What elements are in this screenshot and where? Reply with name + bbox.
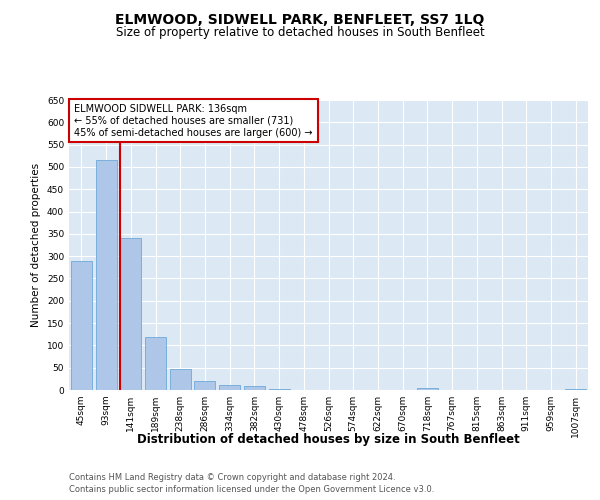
Text: ELMWOOD SIDWELL PARK: 136sqm
← 55% of detached houses are smaller (731)
45% of s: ELMWOOD SIDWELL PARK: 136sqm ← 55% of de… xyxy=(74,104,313,138)
Bar xyxy=(170,370,191,390)
Text: Contains public sector information licensed under the Open Government Licence v3: Contains public sector information licen… xyxy=(69,485,434,494)
Bar xyxy=(244,386,265,390)
Text: Size of property relative to detached houses in South Benfleet: Size of property relative to detached ho… xyxy=(116,26,484,39)
Bar xyxy=(565,388,586,390)
Bar xyxy=(417,388,438,390)
Bar xyxy=(219,384,240,390)
Bar xyxy=(95,160,116,390)
Bar xyxy=(71,260,92,390)
Bar xyxy=(269,388,290,390)
Bar xyxy=(120,238,141,390)
Bar xyxy=(145,338,166,390)
Text: Distribution of detached houses by size in South Benfleet: Distribution of detached houses by size … xyxy=(137,432,520,446)
Y-axis label: Number of detached properties: Number of detached properties xyxy=(31,163,41,327)
Text: Contains HM Land Registry data © Crown copyright and database right 2024.: Contains HM Land Registry data © Crown c… xyxy=(69,472,395,482)
Text: ELMWOOD, SIDWELL PARK, BENFLEET, SS7 1LQ: ELMWOOD, SIDWELL PARK, BENFLEET, SS7 1LQ xyxy=(115,12,485,26)
Bar xyxy=(194,381,215,390)
